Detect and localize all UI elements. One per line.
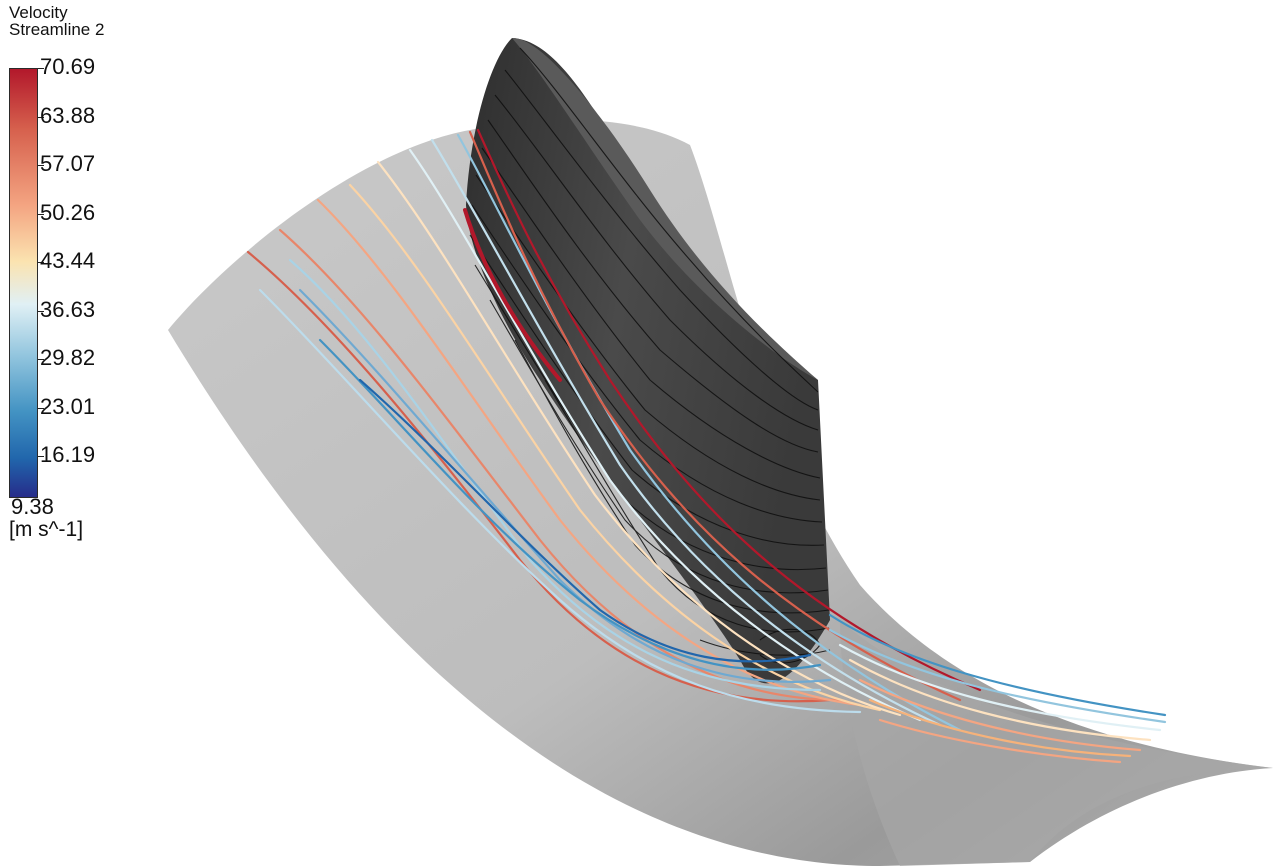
colorbar-tick-label: 63.88 <box>40 102 96 128</box>
colorbar-tick-mark <box>38 262 44 263</box>
colorbar-tick-mark <box>38 116 44 118</box>
colorbar-tick-mark <box>38 165 44 166</box>
colorbar-tick-label: 23.01 <box>40 393 96 419</box>
colorbar-tick-label: 43.44 <box>40 248 96 273</box>
legend-min-label: 9.38 <box>11 494 54 519</box>
colorbar-tick-label: 36.63 <box>40 296 96 322</box>
legend-units: [m s^-1] <box>9 518 84 541</box>
colorbar-tick-label: 57.07 <box>40 151 96 176</box>
colorbar-tick-label: 70.69 <box>40 54 96 79</box>
hub-shadow <box>840 620 1273 866</box>
colorbar-ticks: 70.69 63.88 57.07 50.26 43.44 36.63 29.82 23.01… <box>38 56 178 498</box>
colorbar-tick-mark <box>38 213 44 215</box>
legend-subtitle: Streamline 2 <box>9 20 105 39</box>
colorbar-tick-label: 16.19 <box>40 442 96 467</box>
blade-tip <box>512 37 818 381</box>
colorbar-tick-mark <box>38 456 44 457</box>
colorbar-tick-mark <box>38 359 44 360</box>
colorbar <box>9 68 38 498</box>
colorbar-tick-label: 29.82 <box>40 345 96 370</box>
colorbar-tick-label: 50.26 <box>40 199 96 225</box>
colorbar-tick-mark <box>38 68 44 69</box>
blade-body <box>466 38 830 684</box>
velocity-streamlines <box>246 128 1167 764</box>
legend-title: Velocity <box>9 3 68 22</box>
colorbar-tick-mark <box>38 310 44 312</box>
colorbar-tick-mark <box>38 407 44 409</box>
